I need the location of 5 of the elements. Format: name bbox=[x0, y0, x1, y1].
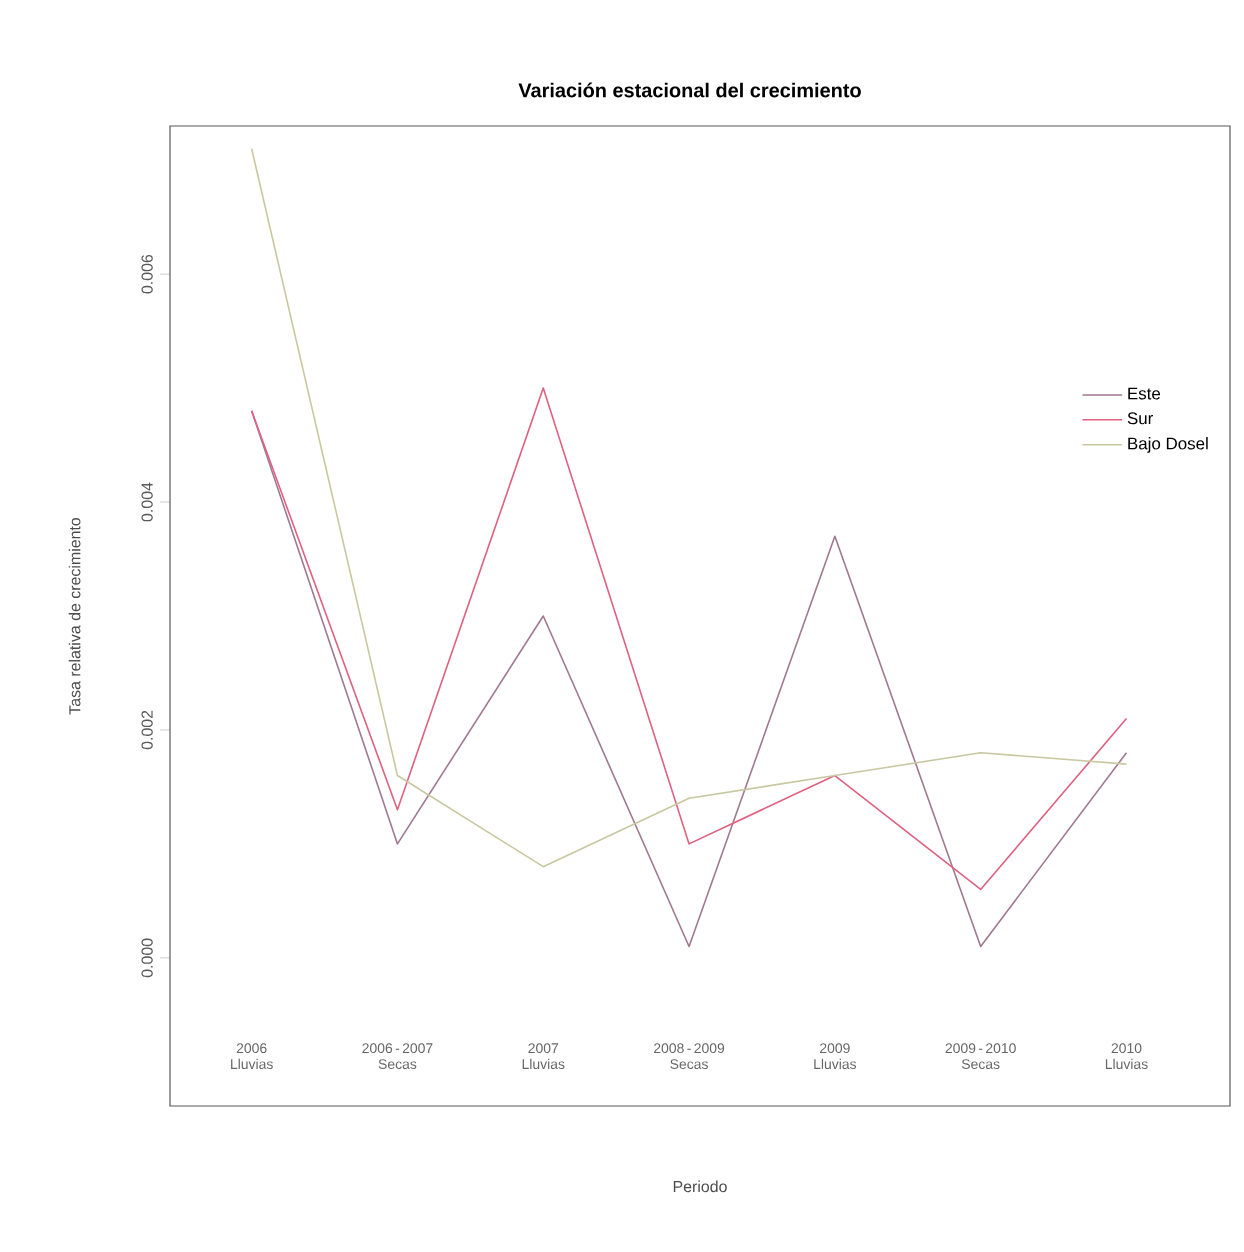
legend-label: Bajo Dosel bbox=[1128, 437, 1208, 453]
chart-title: Variación estacional del crecimiento bbox=[518, 82, 861, 98]
legend-label: Sur bbox=[1127, 412, 1153, 425]
line-series bbox=[250, 147, 1128, 868]
legend-label: Este bbox=[1128, 387, 1161, 400]
